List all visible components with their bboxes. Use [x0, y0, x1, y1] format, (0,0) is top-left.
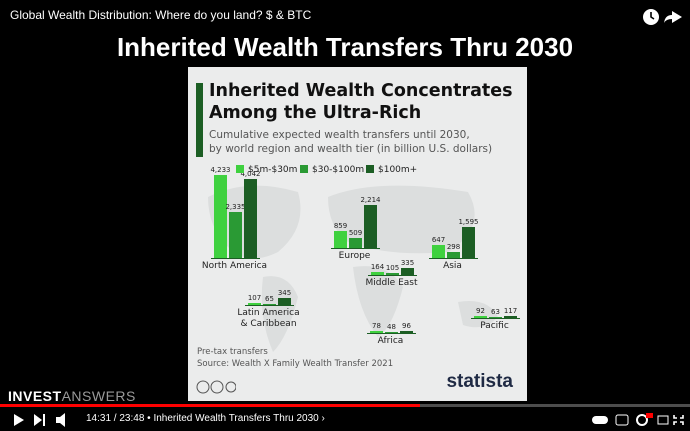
value-label: 117 [503, 306, 518, 315]
base-line [429, 258, 478, 259]
legend-label: $5m-$30m [248, 165, 298, 175]
settings-button[interactable] [636, 414, 648, 426]
logo-part: INVEST [8, 388, 62, 404]
bar [504, 315, 517, 318]
region-label: Asia [443, 261, 462, 271]
value-label: 107 [247, 293, 262, 302]
value-label: 298 [446, 243, 461, 252]
value-label: 1,595 [458, 217, 479, 226]
bar [489, 316, 502, 318]
value-label: 335 [400, 259, 415, 268]
value-label: 164 [370, 262, 385, 271]
value-label: 859 [333, 222, 348, 231]
legend-swatch [300, 165, 308, 173]
bar [462, 226, 475, 258]
play-button[interactable] [14, 414, 24, 426]
value-label: 647 [431, 236, 446, 245]
bar [447, 252, 460, 258]
region-label: North America [201, 261, 268, 271]
base-line [368, 275, 417, 276]
value-label: 78 [372, 322, 381, 331]
time-display: 14:31 / 23:48 [86, 413, 145, 424]
bar [400, 331, 413, 333]
source: Source: Wealth X Family Wealth Transfer … [197, 359, 394, 369]
bar [370, 331, 383, 333]
base-line [471, 318, 520, 319]
bar [229, 212, 242, 258]
share-icon[interactable] [664, 11, 682, 23]
value-label: 65 [265, 294, 274, 303]
legend-label: $30-$100m [312, 165, 365, 175]
license-icons [196, 380, 236, 394]
logo-part: ANSWERS [61, 388, 136, 404]
chapter-title: Inherited Wealth Transfers Thru 2030 [153, 413, 319, 424]
legend-item: $100m+ [366, 165, 417, 175]
value-label: 63 [491, 307, 500, 316]
value-label: 4,042 [240, 169, 261, 178]
bar [349, 238, 362, 248]
value-label: 48 [387, 323, 396, 332]
chart-subtitle: Cumulative expected wealth transfers unt… [209, 129, 470, 141]
region-label: Africa [377, 336, 404, 346]
bar [263, 303, 276, 305]
note: Pre-tax transfers [197, 347, 268, 357]
captions-button[interactable] [615, 414, 629, 426]
value-label: 105 [385, 263, 400, 272]
title-accent [196, 83, 203, 157]
bar [244, 178, 257, 258]
region-label: Middle East [365, 278, 418, 288]
progress-fill [0, 404, 420, 407]
bar [214, 175, 227, 258]
bar [334, 231, 347, 248]
bar [432, 245, 445, 258]
channel-logo: INVESTANSWERS [8, 388, 136, 404]
miniplayer-button[interactable] [657, 415, 669, 425]
chart-title: Inherited Wealth Concentrates [209, 81, 513, 101]
slide-title: Inherited Wealth Transfers Thru 2030 [116, 32, 574, 62]
brand: statista [446, 371, 513, 392]
bar [364, 204, 377, 248]
infographic: Inherited Wealth Concentrates Among the … [188, 67, 527, 401]
value-label: 92 [476, 307, 485, 316]
legend-item: $5m-$30m [236, 165, 297, 175]
time-chapter[interactable]: 14:31 / 23:48 • Inherited Wealth Transfe… [86, 413, 325, 424]
progress-bar[interactable] [0, 404, 690, 407]
region-label: Latin America & Caribbean [237, 308, 300, 329]
legend-label: $100m+ [378, 165, 418, 175]
bar [385, 332, 398, 333]
top-icons [643, 9, 682, 25]
base-line [211, 258, 260, 259]
base-line [245, 305, 294, 306]
region-label: Pacific [480, 321, 509, 331]
right-controls [592, 413, 684, 426]
value-label: 345 [277, 289, 292, 298]
value-label: 96 [402, 322, 411, 331]
bar [474, 316, 487, 318]
fullscreen-button[interactable] [673, 415, 684, 425]
volume-button[interactable] [56, 413, 65, 427]
autoplay-toggle[interactable] [592, 416, 608, 424]
value-label: 4,233 [210, 166, 231, 175]
chart-title: Among the Ultra-Rich [209, 103, 422, 123]
legend-item: $30-$100m [300, 165, 364, 175]
base-line [331, 248, 380, 249]
base-line [367, 333, 416, 334]
next-button[interactable] [34, 414, 45, 426]
chart-subtitle: by world region and wealth tier (in bill… [209, 143, 493, 155]
bar [371, 271, 384, 275]
video-title[interactable]: Global Wealth Distribution: Where do you… [10, 8, 312, 22]
value-label: 509 [348, 229, 363, 238]
value-label: 2,214 [360, 195, 381, 204]
value-label: 2,335 [225, 203, 246, 212]
bar [386, 272, 399, 275]
region-label: Europe [338, 251, 371, 261]
legend-swatch [236, 165, 244, 173]
bar [248, 302, 261, 305]
plot: 4,233 2,335 4,042 North America 859 509 2,214 E… [188, 67, 527, 401]
bar [401, 268, 414, 275]
left-controls [14, 413, 65, 427]
bar [278, 298, 291, 305]
legend-swatch [366, 165, 374, 173]
